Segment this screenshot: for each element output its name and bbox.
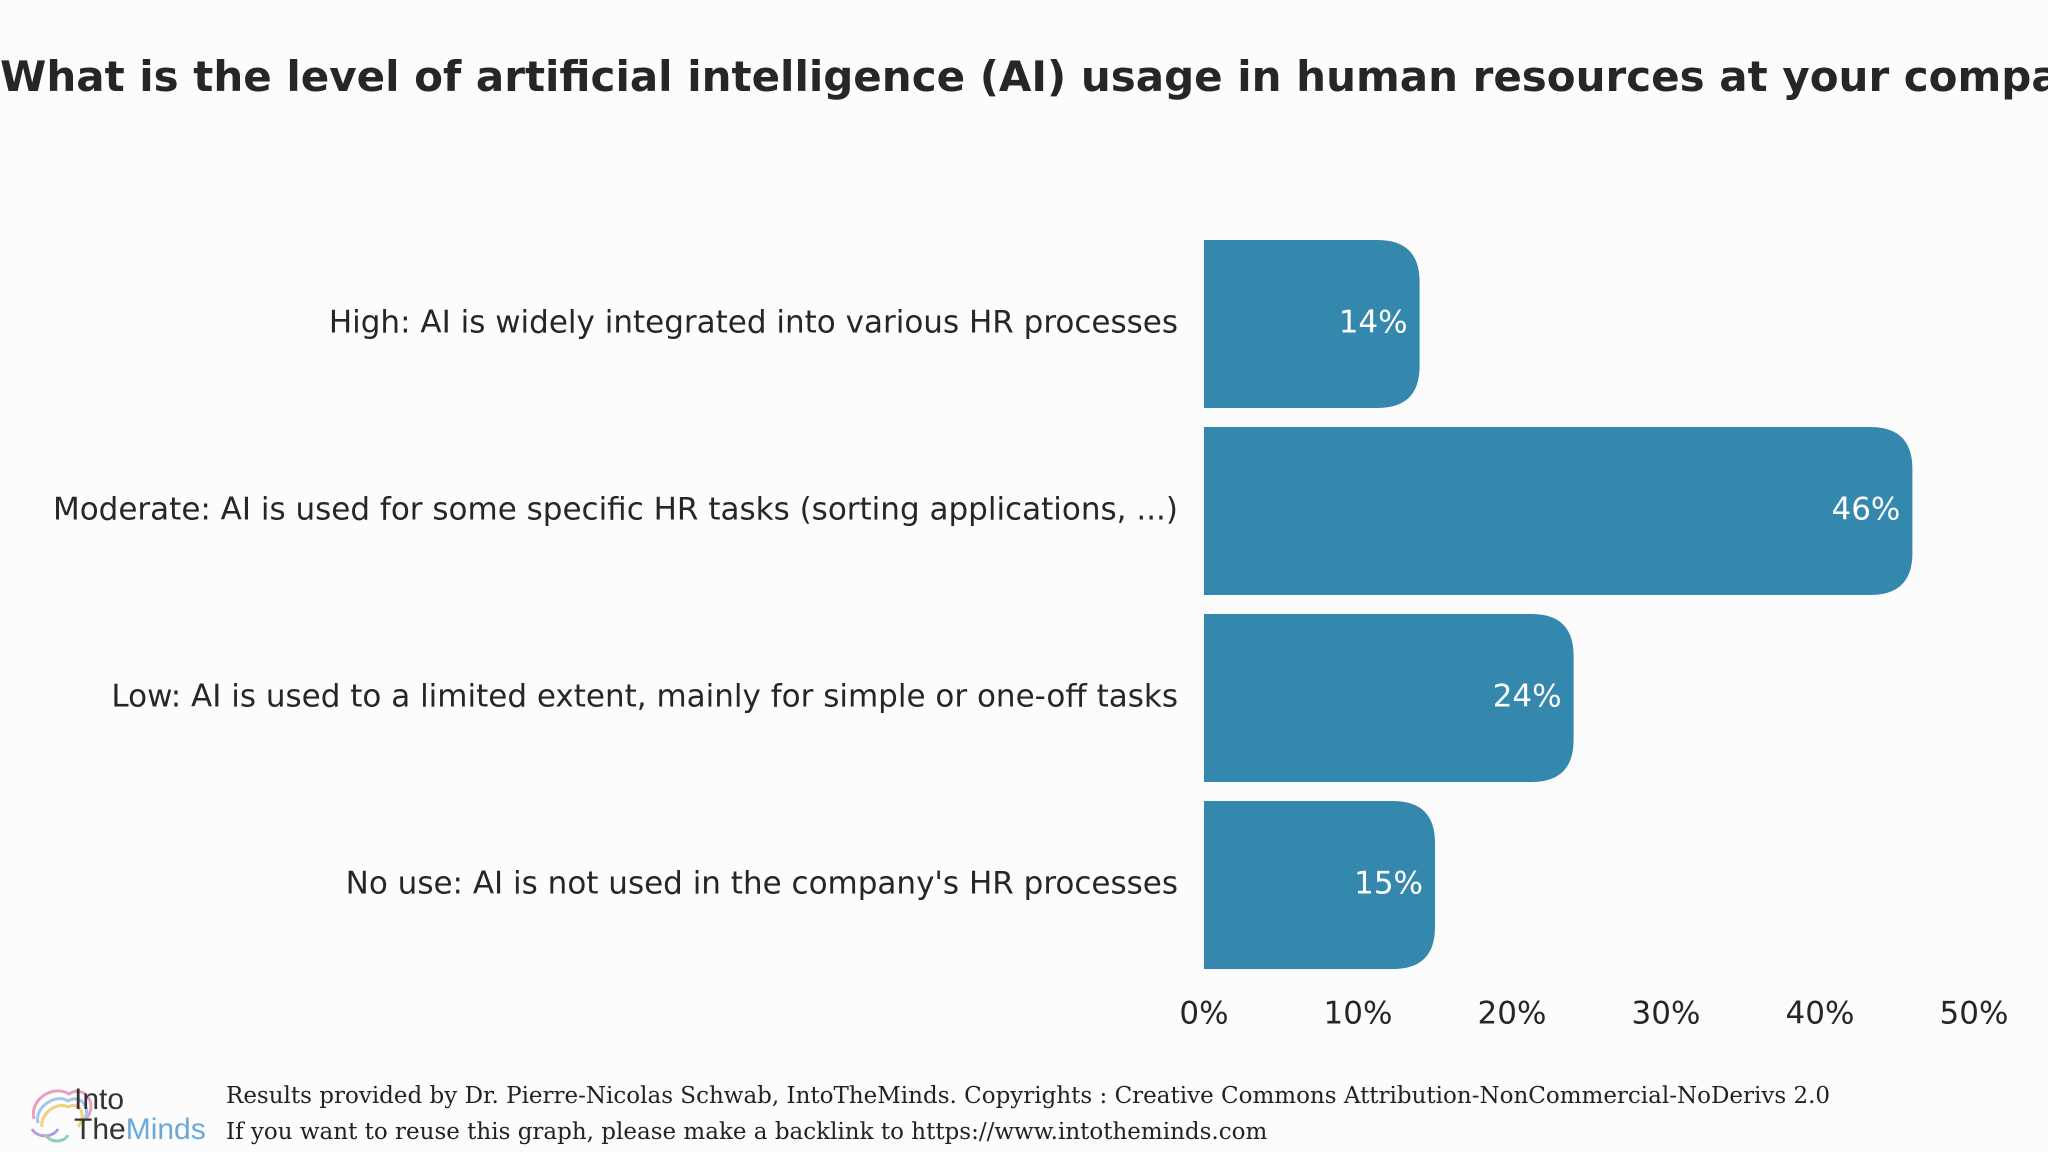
- backlink-note: If you want to reuse this graph, please …: [226, 1119, 1268, 1145]
- value-labels: 14% 46% 24% 15%: [1339, 305, 1901, 902]
- category-label: High: AI is widely integrated into vario…: [329, 305, 1178, 341]
- category-labels: High: AI is widely integrated into vario…: [53, 305, 1178, 902]
- logo-text-into: Into: [74, 1083, 125, 1116]
- intotheminds-logo: Into TheMinds: [24, 1079, 214, 1149]
- bar-4: [1204, 801, 1435, 969]
- logo-text-the: The: [74, 1113, 126, 1146]
- value-label: 15%: [1354, 866, 1423, 902]
- x-tick-label: 0%: [1179, 996, 1228, 1032]
- x-tick-label: 20%: [1478, 996, 1547, 1032]
- x-tick-label: 30%: [1632, 996, 1701, 1032]
- value-label: 46%: [1831, 492, 1900, 528]
- brain-swirl-icon: [30, 1089, 93, 1143]
- x-tick-label: 40%: [1786, 996, 1855, 1032]
- category-label: No use: AI is not used in the company's …: [346, 866, 1178, 902]
- credit-line: Results provided by Dr. Pierre-Nicolas S…: [226, 1083, 1831, 1109]
- bar-3: [1204, 614, 1574, 782]
- x-tick-label: 10%: [1324, 996, 1393, 1032]
- bar-1: [1204, 240, 1420, 408]
- value-label: 24%: [1493, 679, 1562, 715]
- value-label: 14%: [1339, 305, 1408, 341]
- bars-layer: [1204, 240, 1913, 969]
- logo-text-theminds: TheMinds: [74, 1115, 206, 1145]
- x-tick-label: 50%: [1940, 996, 2009, 1032]
- x-axis-ticks: 0% 10% 20% 30% 40% 50%: [1179, 996, 2008, 1032]
- category-label: Low: AI is used to a limited extent, mai…: [111, 679, 1178, 715]
- logo-text-minds: Minds: [125, 1113, 206, 1146]
- footer: Into TheMinds Results provided by Dr. Pi…: [0, 1075, 2048, 1152]
- bar-2: [1204, 427, 1913, 595]
- category-label: Moderate: AI is used for some specific H…: [53, 492, 1178, 528]
- chart-title: What is the level of artificial intellig…: [0, 52, 2048, 101]
